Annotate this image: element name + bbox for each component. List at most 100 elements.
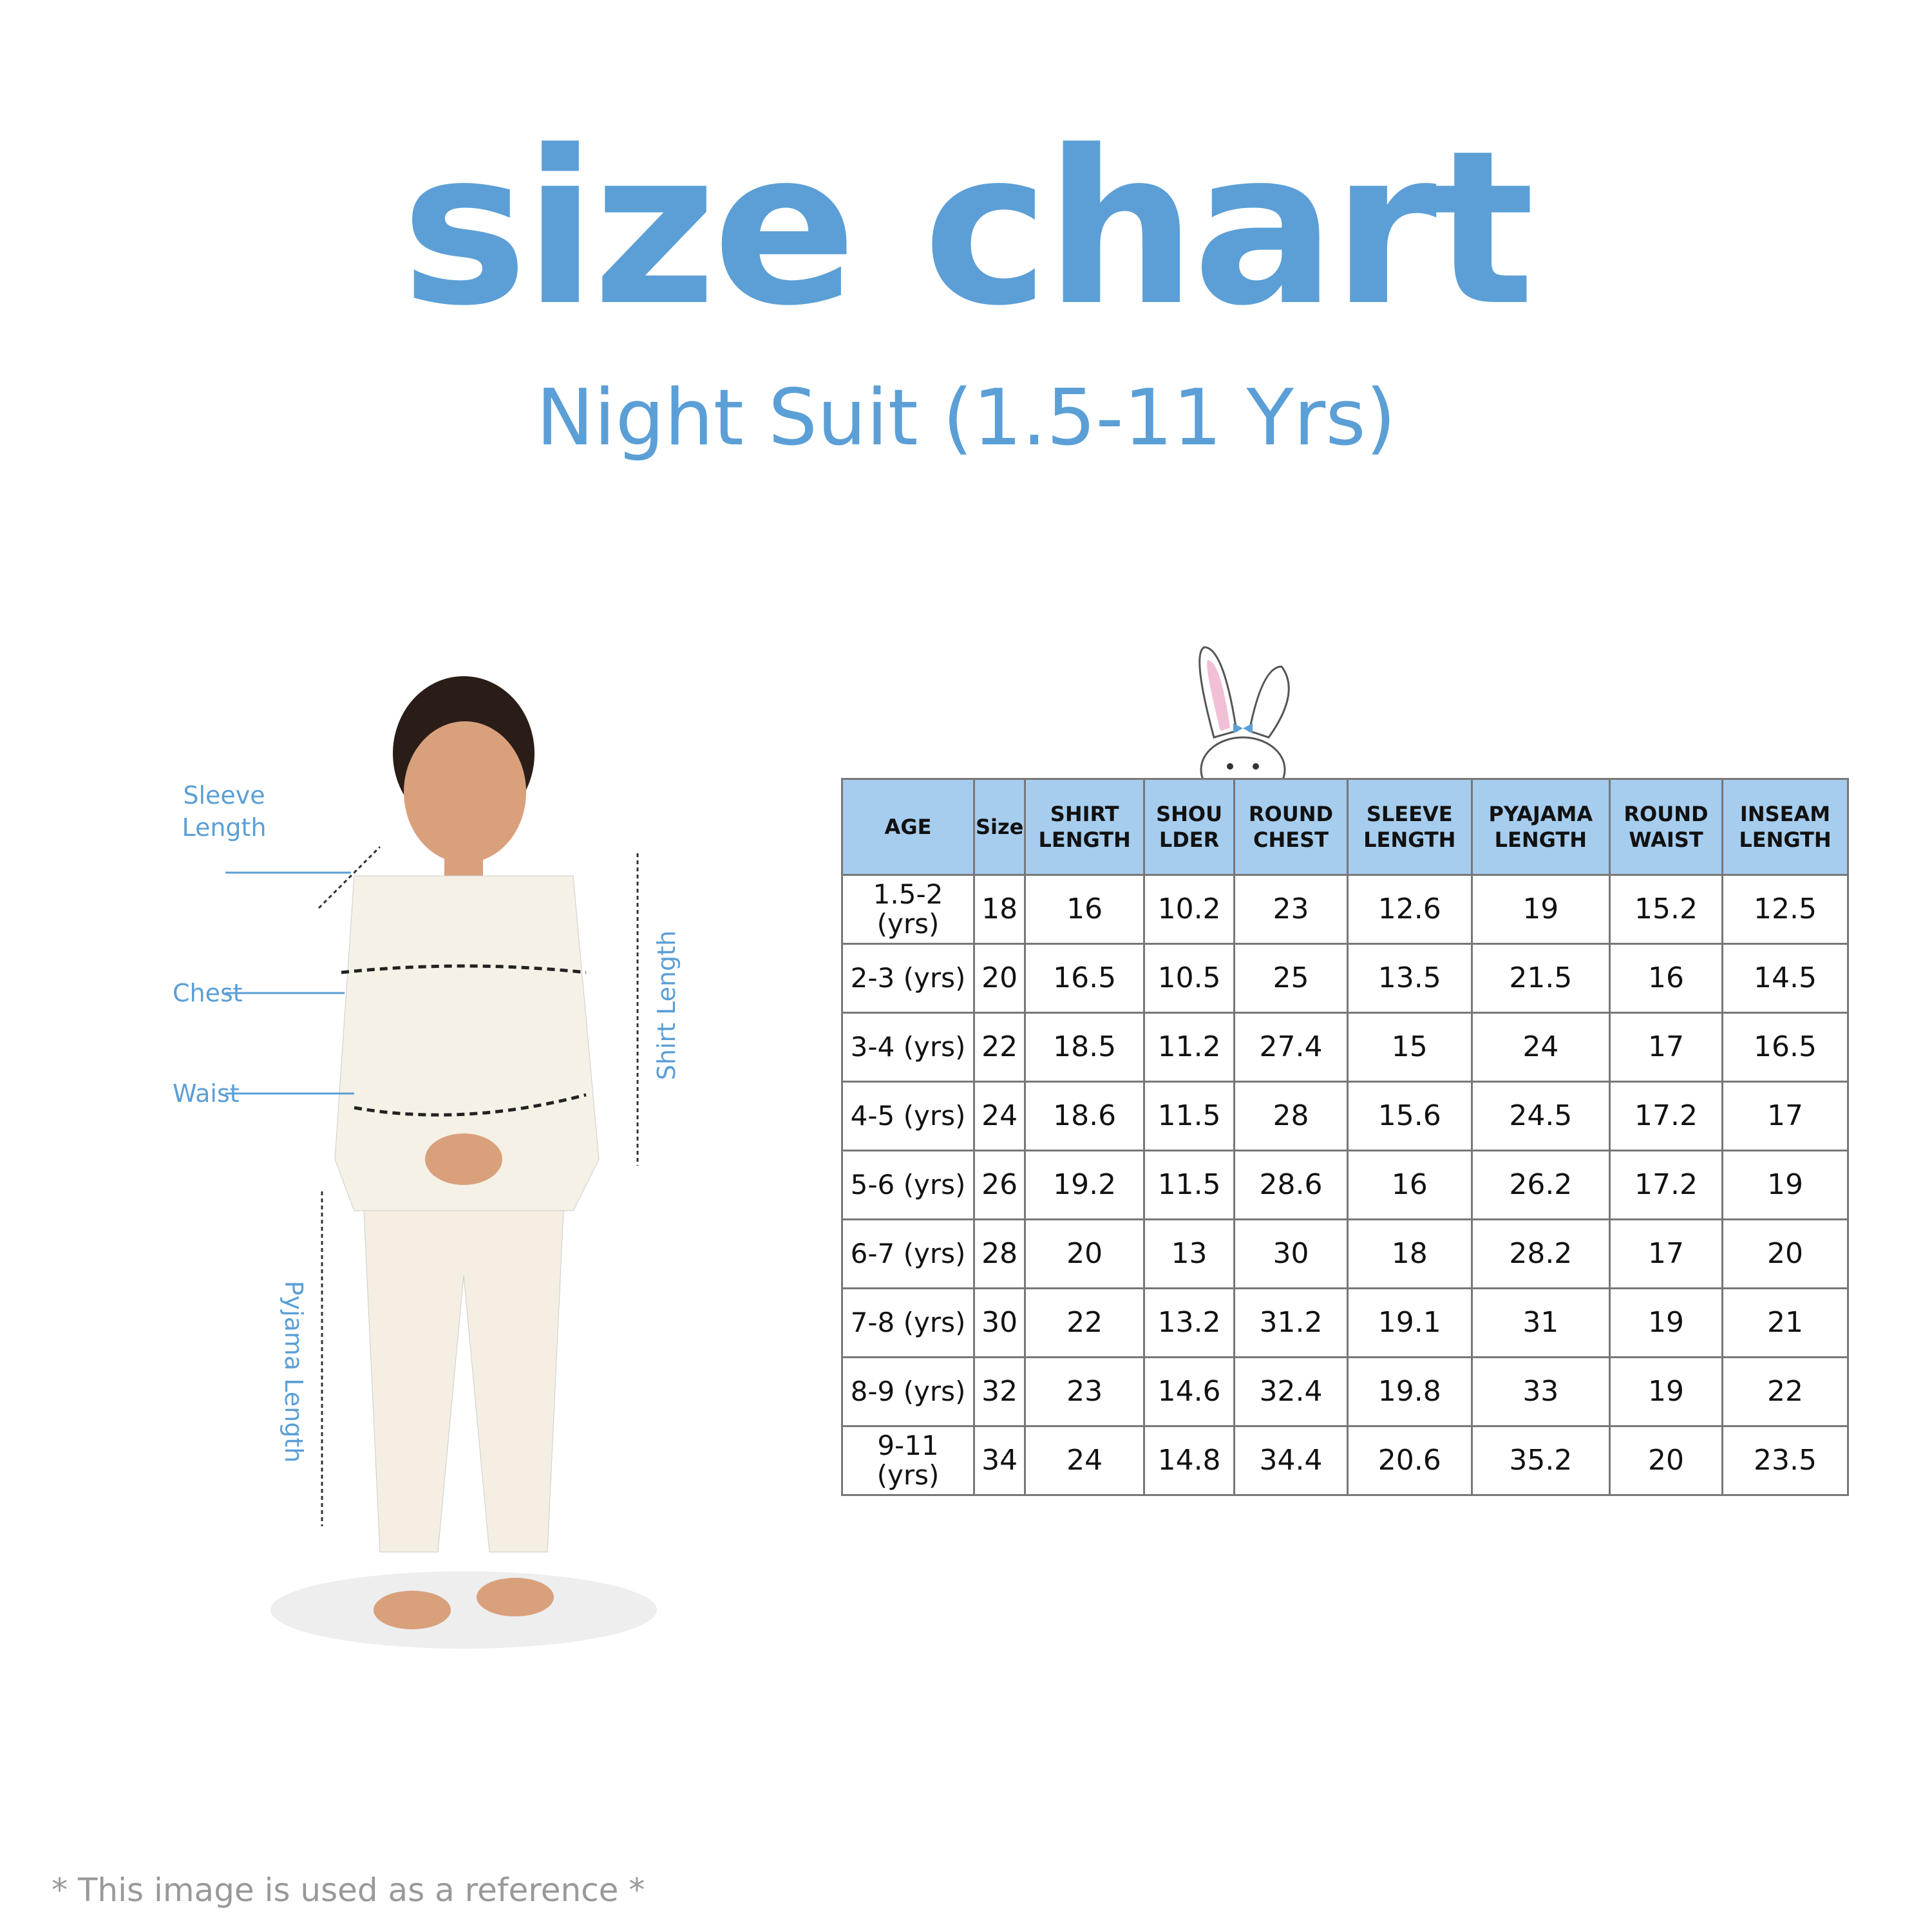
table-cell: 16.5 [1024, 943, 1145, 1014]
table-row: 9-11 (yrs) 34 24 14.8 34.4 20.6 35.2 20 23.5 [841, 1425, 1849, 1496]
table-cell: 19 [1608, 1287, 1724, 1358]
table-cell: 19.2 [1024, 1150, 1145, 1220]
table-cell: 16 [1346, 1150, 1473, 1220]
age-cell: 1.5-2 (yrs) [841, 874, 975, 945]
header-sleeve-length: SLEEVE LENGTH [1346, 778, 1473, 876]
table-cell: 19 [1470, 874, 1611, 945]
table-row: 3-4 (yrs) 22 18.5 11.2 27.4 15 24 17 16.5 [841, 1012, 1849, 1083]
table-cell: 18.6 [1024, 1081, 1145, 1151]
table-cell: 10.2 [1142, 874, 1236, 945]
table-cell: 19 [1608, 1356, 1724, 1427]
size-table: AGE Size SHIRT LENGTH SHOU LDER ROUND CH… [841, 778, 1849, 1496]
table-cell: 31.2 [1233, 1287, 1349, 1358]
table-cell: 27.4 [1233, 1012, 1349, 1083]
table-cell: 17 [1608, 1218, 1724, 1289]
table-cell: 24 [1024, 1425, 1145, 1496]
header-round-chest: ROUND CHEST [1233, 778, 1349, 876]
table-cell: 13 [1142, 1218, 1236, 1289]
table-cell: 18 [1346, 1218, 1473, 1289]
header-shoulder: SHOU LDER [1142, 778, 1236, 876]
table-cell: 28.2 [1470, 1218, 1611, 1289]
child-model-image [225, 676, 657, 1649]
table-cell: 22 [1721, 1356, 1849, 1427]
table-cell: 31 [1470, 1287, 1611, 1358]
table-row: 2-3 (yrs) 20 16.5 10.5 25 13.5 21.5 16 14.5 [841, 943, 1849, 1014]
age-cell: 4-5 (yrs) [841, 1081, 975, 1151]
table-cell: 17.2 [1608, 1150, 1724, 1220]
table-header-row: AGE Size SHIRT LENGTH SHOU LDER ROUND CH… [841, 778, 1849, 876]
table-cell: 32 [972, 1356, 1027, 1427]
age-cell: 2-3 (yrs) [841, 943, 975, 1014]
table-cell: 22 [972, 1012, 1027, 1083]
table-cell: 17 [1721, 1081, 1849, 1151]
table-cell: 16.5 [1721, 1012, 1849, 1083]
table-cell: 20 [1608, 1425, 1724, 1496]
header-age: AGE [841, 778, 975, 876]
table-cell: 20 [1721, 1218, 1849, 1289]
table-cell: 18.5 [1024, 1012, 1145, 1083]
header-round-waist: ROUND WAIST [1608, 778, 1724, 876]
table-cell: 30 [1233, 1218, 1349, 1289]
age-cell: 6-7 (yrs) [841, 1218, 975, 1289]
age-cell: 3-4 (yrs) [841, 1012, 975, 1083]
table-cell: 34 [972, 1425, 1027, 1496]
age-cell: 8-9 (yrs) [841, 1356, 975, 1427]
table-cell: 16 [1024, 874, 1145, 945]
table-cell: 35.2 [1470, 1425, 1611, 1496]
table-cell: 30 [972, 1287, 1027, 1358]
table-cell: 23 [1233, 874, 1349, 945]
age-cell: 5-6 (yrs) [841, 1150, 975, 1220]
table-cell: 20 [1024, 1218, 1145, 1289]
table-cell: 10.5 [1142, 943, 1236, 1014]
table-cell: 14.5 [1721, 943, 1849, 1014]
table-cell: 28 [972, 1218, 1027, 1289]
table-cell: 24 [1470, 1012, 1611, 1083]
table-cell: 11.2 [1142, 1012, 1236, 1083]
table-row: 4-5 (yrs) 24 18.6 11.5 28 15.6 24.5 17.2 17 [841, 1081, 1849, 1151]
table-cell: 15.6 [1346, 1081, 1473, 1151]
table-cell: 14.8 [1142, 1425, 1236, 1496]
waist-label: Waist [173, 1079, 240, 1108]
table-cell: 13.2 [1142, 1287, 1236, 1358]
header-pyajama-length: PYAJAMA LENGTH [1470, 778, 1611, 876]
reference-note: * This image is used as a reference * [52, 1871, 645, 1909]
age-cell: 9-11 (yrs) [841, 1425, 975, 1496]
table-cell: 14.6 [1142, 1356, 1236, 1427]
table-cell: 34.4 [1233, 1425, 1349, 1496]
page-title: size chart [401, 105, 1535, 352]
table-row: 1.5-2 (yrs) 18 16 10.2 23 12.6 19 15.2 12.5 [841, 874, 1849, 945]
bunny-illustration [1198, 646, 1290, 779]
table-cell: 17.2 [1608, 1081, 1724, 1151]
table-cell: 20 [972, 943, 1027, 1014]
table-cell: 20.6 [1346, 1425, 1473, 1496]
table-row: 5-6 (yrs) 26 19.2 11.5 28.6 16 26.2 17.2 19 [841, 1150, 1849, 1220]
table-cell: 26.2 [1470, 1150, 1611, 1220]
table-cell: 25 [1233, 943, 1349, 1014]
table-cell: 12.6 [1346, 874, 1473, 945]
chest-label: Chest [173, 979, 243, 1007]
table-cell: 15.2 [1608, 874, 1724, 945]
table-cell: 24 [972, 1081, 1027, 1151]
table-row: 7-8 (yrs) 30 22 13.2 31.2 19.1 31 19 21 [841, 1287, 1849, 1358]
table-cell: 15 [1346, 1012, 1473, 1083]
shirt-length-label: Shirt Length [652, 930, 681, 1081]
table-cell: 19 [1721, 1150, 1849, 1220]
table-cell: 21 [1721, 1287, 1849, 1358]
table-cell: 21.5 [1470, 943, 1611, 1014]
header-shirt-length: SHIRT LENGTH [1024, 778, 1145, 876]
table-cell: 19.1 [1346, 1287, 1473, 1358]
table-cell: 12.5 [1721, 874, 1849, 945]
table-cell: 33 [1470, 1356, 1611, 1427]
pyjama-length-label: Pyjama Length [279, 1280, 308, 1463]
table-cell: 28.6 [1233, 1150, 1349, 1220]
table-cell: 18 [972, 874, 1027, 945]
table-cell: 11.5 [1142, 1150, 1236, 1220]
table-cell: 16 [1608, 943, 1724, 1014]
table-cell: 19.8 [1346, 1356, 1473, 1427]
sleeve-length-label: Sleeve Length [182, 781, 267, 842]
header-inseam-length: INSEAM LENGTH [1721, 778, 1849, 876]
header-size: Size [972, 778, 1027, 876]
table-cell: 11.5 [1142, 1081, 1236, 1151]
page-subtitle: Night Suit (1.5-11 Yrs) [536, 374, 1396, 463]
table-cell: 26 [972, 1150, 1027, 1220]
